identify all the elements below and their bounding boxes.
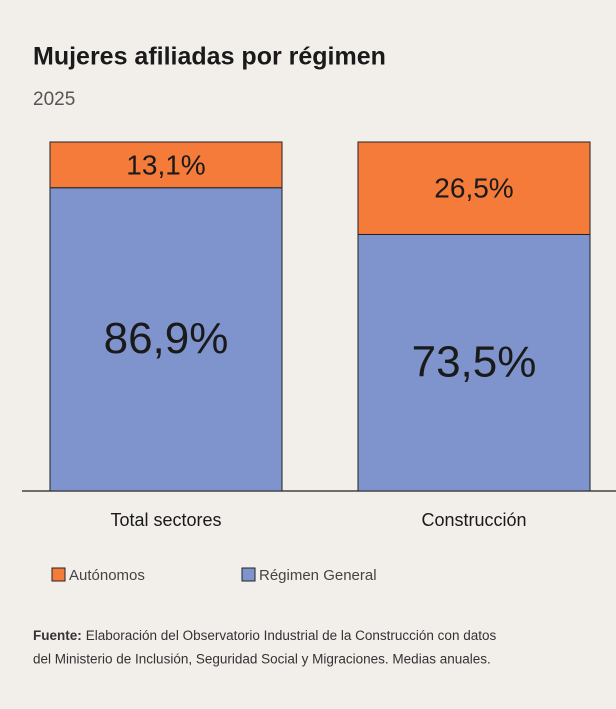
value-label: 13,1%	[126, 149, 205, 180]
source-line: Elaboración del Observatorio Industrial …	[86, 628, 497, 643]
value-label: 86,9%	[104, 314, 229, 363]
x-tick-label: Construcción	[421, 510, 526, 530]
x-tick-label: Total sectores	[110, 510, 221, 530]
source: Fuente: Elaboración del Observatorio Indu…	[33, 628, 496, 643]
bar-segment	[49, 141, 283, 189]
bar-segment	[357, 233, 591, 492]
source-line: del Ministerio de Inclusión, Seguridad S…	[33, 652, 491, 667]
chart-title: Mujeres afiliadas por régimen	[33, 43, 386, 71]
legend-swatch	[241, 567, 256, 582]
chart-subtitle: 2025	[33, 89, 75, 110]
bar-segment	[357, 141, 591, 235]
value-label: 73,5%	[412, 337, 537, 386]
value-label: 26,5%	[434, 173, 513, 204]
source-label: Fuente:	[33, 628, 82, 643]
legend-swatch	[51, 567, 66, 582]
legend-label: Régimen General	[259, 567, 377, 584]
bar-segment	[49, 187, 283, 492]
legend-label: Autónomos	[69, 567, 145, 584]
